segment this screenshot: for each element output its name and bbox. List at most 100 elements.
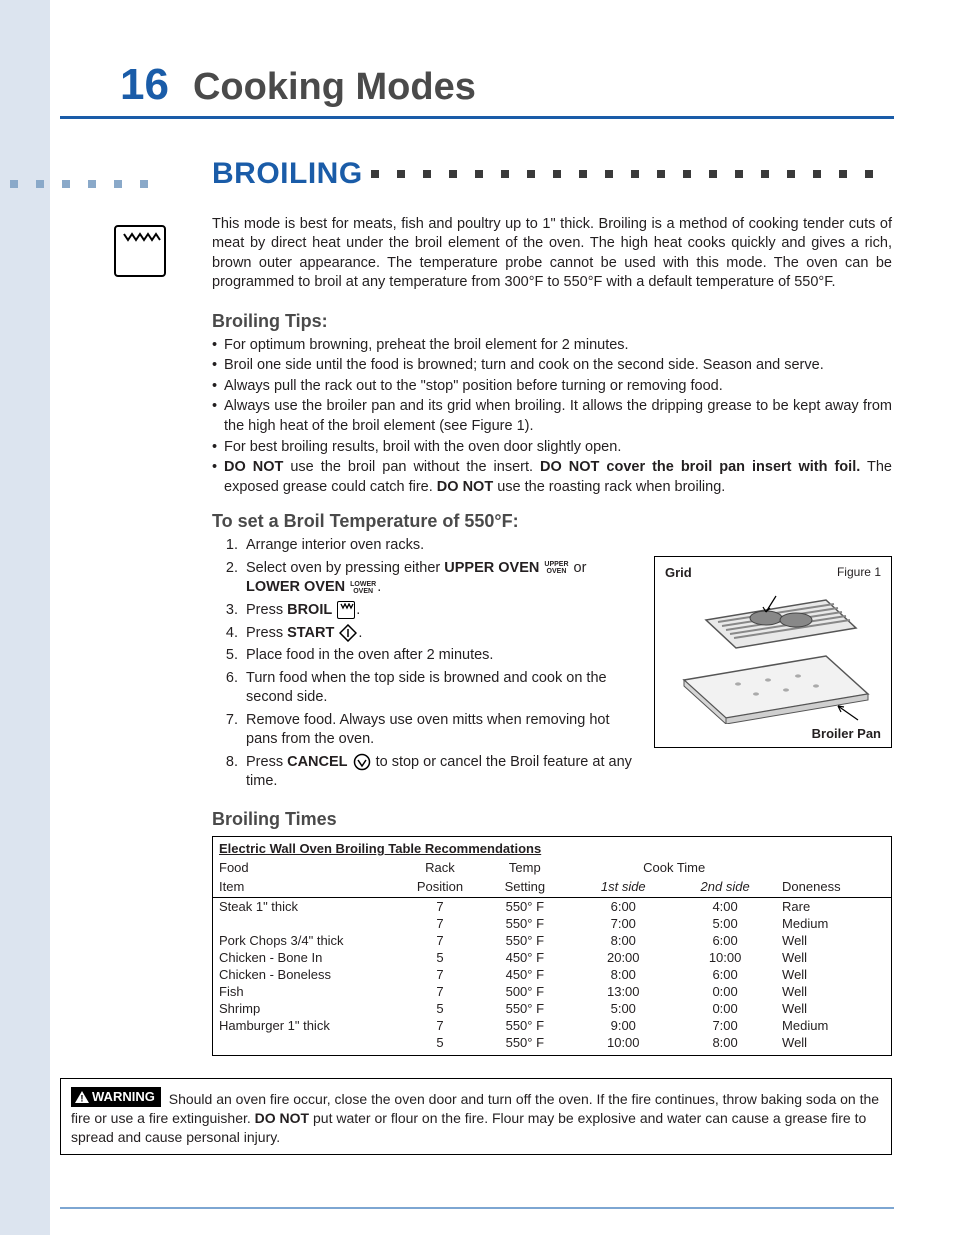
tip-item: For best broiling results, broil with th…: [212, 438, 892, 458]
dot-row-right: [371, 170, 894, 178]
table-cell: 7: [403, 915, 478, 932]
tip-item: Broil one side until the food is browned…: [212, 356, 892, 376]
table-cell: [213, 915, 403, 932]
broil-label: BROIL: [287, 602, 332, 618]
figure-top-row: Grid Figure 1: [665, 565, 881, 580]
col-temp: Temp: [477, 858, 572, 877]
table-cell: Well: [776, 966, 891, 983]
broiler-pan-label: Broiler Pan: [665, 726, 881, 741]
table-cell: Chicken - Boneless: [213, 966, 403, 983]
col-item: Item: [213, 877, 403, 898]
step-text: Press: [246, 602, 287, 618]
tips-list: For optimum browning, preheat the broil …: [212, 336, 892, 498]
step-text: Press: [246, 754, 287, 770]
step-item: Press CANCEL to stop or cancel the Broil…: [242, 753, 640, 792]
tip-item-donot: DO NOT use the broil pan without the ins…: [212, 458, 892, 497]
table-row: Fish7500° F13:000:00Well: [213, 983, 892, 1000]
table-cell: 13:00: [572, 983, 674, 1000]
table-cell: 5:00: [674, 915, 776, 932]
broiling-times-table: Electric Wall Oven Broiling Table Recomm…: [212, 836, 892, 1056]
table-cell: 8:00: [572, 966, 674, 983]
table-cell: 550° F: [477, 915, 572, 932]
section-title: BROILING: [212, 157, 363, 191]
step-item: Remove food. Always use oven mitts when …: [242, 711, 640, 750]
step-item: Arrange interior oven racks.: [242, 536, 640, 556]
step-item: Select oven by pressing either UPPER OVE…: [242, 559, 640, 598]
table-row: 7550° F7:005:00Medium: [213, 915, 892, 932]
table-cell: 7:00: [674, 1017, 776, 1034]
table-cell: 6:00: [674, 932, 776, 949]
grid-label: Grid: [665, 565, 692, 580]
steps-column: Arrange interior oven racks. Select oven…: [212, 536, 640, 795]
table-cell: 9:00: [572, 1017, 674, 1034]
intro-paragraph: This mode is best for meats, fish and po…: [212, 215, 892, 293]
table-row: Chicken - Bone In5450° F20:0010:00Well: [213, 949, 892, 966]
svg-text:!: !: [80, 1093, 83, 1103]
warning-triangle-icon: !: [75, 1091, 89, 1103]
step-text: Select oven by pressing either: [246, 560, 444, 576]
table-cell: Well: [776, 932, 891, 949]
lower-oven-label: LOWER OVEN: [246, 579, 345, 595]
col-doneness-blank: [776, 858, 891, 877]
table-cell: 0:00: [674, 983, 776, 1000]
table-row: Pork Chops 3/4" thick7550° F8:006:00Well: [213, 932, 892, 949]
steps-figure-wrap: Arrange interior oven racks. Select oven…: [212, 536, 892, 795]
table-cell: 7: [403, 983, 478, 1000]
step-item: Press BROIL .: [242, 601, 640, 621]
table-cell: Hamburger 1" thick: [213, 1017, 403, 1034]
table-cell: 10:00: [674, 949, 776, 966]
table-cell: Medium: [776, 1017, 891, 1034]
table-cell: 5: [403, 1034, 478, 1056]
step-text: or: [570, 560, 587, 576]
table-body: Steak 1" thick7550° F6:004:00Rare7550° F…: [213, 898, 892, 1056]
upper-oven-key-icon: UPPEROVEN: [544, 561, 568, 575]
table-cell: 550° F: [477, 898, 572, 916]
step-item: Turn food when the top side is browned a…: [242, 669, 640, 708]
warning-box: ! WARNING Should an oven fire occur, clo…: [60, 1078, 892, 1155]
tip-text: use the roasting rack when broiling.: [493, 479, 725, 495]
table-cell: 500° F: [477, 983, 572, 1000]
table-cell: Rare: [776, 898, 891, 916]
page-number: 16: [120, 60, 169, 110]
col-cooktime: Cook Time: [572, 858, 776, 877]
table-cell: 450° F: [477, 966, 572, 983]
table-cell: Steak 1" thick: [213, 898, 403, 916]
table-cell: 20:00: [572, 949, 674, 966]
table-cell: 7: [403, 966, 478, 983]
content-column: This mode is best for meats, fish and po…: [212, 215, 892, 1057]
table-cell: Fish: [213, 983, 403, 1000]
table-row: Steak 1" thick7550° F6:004:00Rare: [213, 898, 892, 916]
footer-rule: [60, 1207, 894, 1210]
table-cell: 0:00: [674, 1000, 776, 1017]
table-cell: 5:00: [572, 1000, 674, 1017]
start-key-icon: [339, 624, 357, 642]
page-content: 16 Cooking Modes BROILING This mode is b…: [50, 0, 954, 1185]
donot-bold: DO NOT cover the broil pan insert with f…: [540, 459, 860, 475]
col-rack: Rack: [403, 858, 478, 877]
col-doneness: Doneness: [776, 877, 891, 898]
table-cell: 5: [403, 949, 478, 966]
chapter-header: 16 Cooking Modes: [60, 60, 894, 110]
figure-number-label: Figure 1: [837, 565, 881, 580]
warning-badge: ! WARNING: [71, 1087, 161, 1107]
broil-mode-icon: [114, 225, 166, 277]
col-setting: Setting: [477, 877, 572, 898]
table-cell: 7: [403, 1017, 478, 1034]
steps-list: Arrange interior oven racks. Select oven…: [212, 536, 640, 792]
table-cell: 7: [403, 898, 478, 916]
mode-icon-column: [114, 225, 170, 277]
table-cell: 5: [403, 1000, 478, 1017]
table-cell: Well: [776, 983, 891, 1000]
table-cell: 6:00: [572, 898, 674, 916]
col-position: Position: [403, 877, 478, 898]
cancel-label: CANCEL: [287, 754, 347, 770]
table-cell: 550° F: [477, 1000, 572, 1017]
table-cell: 10:00: [572, 1034, 674, 1056]
tip-text: use the broil pan without the insert.: [283, 459, 540, 475]
step-item: Press START .: [242, 624, 640, 644]
broiler-pan-illustration: [665, 584, 881, 724]
step-item: Place food in the oven after 2 minutes.: [242, 646, 640, 666]
table-cell: 8:00: [674, 1034, 776, 1056]
table-cell: Well: [776, 949, 891, 966]
table-row: Chicken - Boneless7450° F8:006:00Well: [213, 966, 892, 983]
